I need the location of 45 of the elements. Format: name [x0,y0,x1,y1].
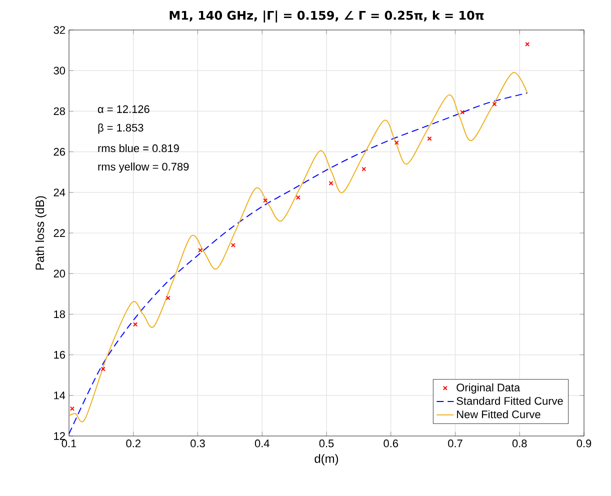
point [296,195,300,200]
y-tick-label: 22 [54,229,65,237]
y-tick-label: 30 [54,66,66,74]
y-tick-label: 16 [54,350,65,359]
y-tick-label: 24 [54,188,66,196]
y-axis-title: Path loss (dB) [35,196,46,270]
y-tick-label: 28 [54,107,65,116]
point [263,198,268,203]
x-tick-label: 0.2 [126,440,140,448]
x-tick-label: 0.4 [254,440,270,448]
point [394,140,399,145]
y-tick-label: 32 [54,26,65,34]
x-tick-label: 0.3 [190,440,205,448]
legend-label: Original Data [456,383,520,394]
point [328,181,334,186]
x-tick-label: 0.8 [512,440,527,448]
annotation: α = 12.126 [98,105,150,114]
point [198,248,203,253]
point [427,136,432,141]
legend-label: New Fitted Curve [457,410,540,418]
y-tick-label: 14 [54,392,66,400]
x-tick-label: 0.7 [448,440,462,448]
x-tick-label: 0.6 [384,440,398,448]
x-tick-label: 0.5 [319,440,334,448]
point [362,166,366,172]
point [166,296,170,300]
y-tick-label: 26 [54,148,65,156]
point [525,42,530,46]
point [460,110,465,114]
point [70,406,74,411]
legend-label: Standard Fitted Curve [456,396,563,405]
point [230,242,236,248]
annotation: rms yellow = 0.789 [98,162,189,173]
point [492,102,497,106]
chart-title: M1, 140 GHz, |Γ| = 0.159, ∠ Γ = 0.25π, k = 10π [170,10,484,22]
x-tick-label: 0.9 [576,440,592,448]
x-tick-label: 0.1 [62,440,76,448]
annotation: rms blue = 0.819 [98,144,179,152]
y-tick-label: 20 [54,270,66,278]
x-axis-title: d(m) [314,454,338,466]
point [100,366,106,372]
y-tick-label: 12 [54,432,65,440]
point [133,322,138,327]
y-tick-label: 18 [54,310,65,318]
annotation: β = 1.853 [98,124,144,134]
